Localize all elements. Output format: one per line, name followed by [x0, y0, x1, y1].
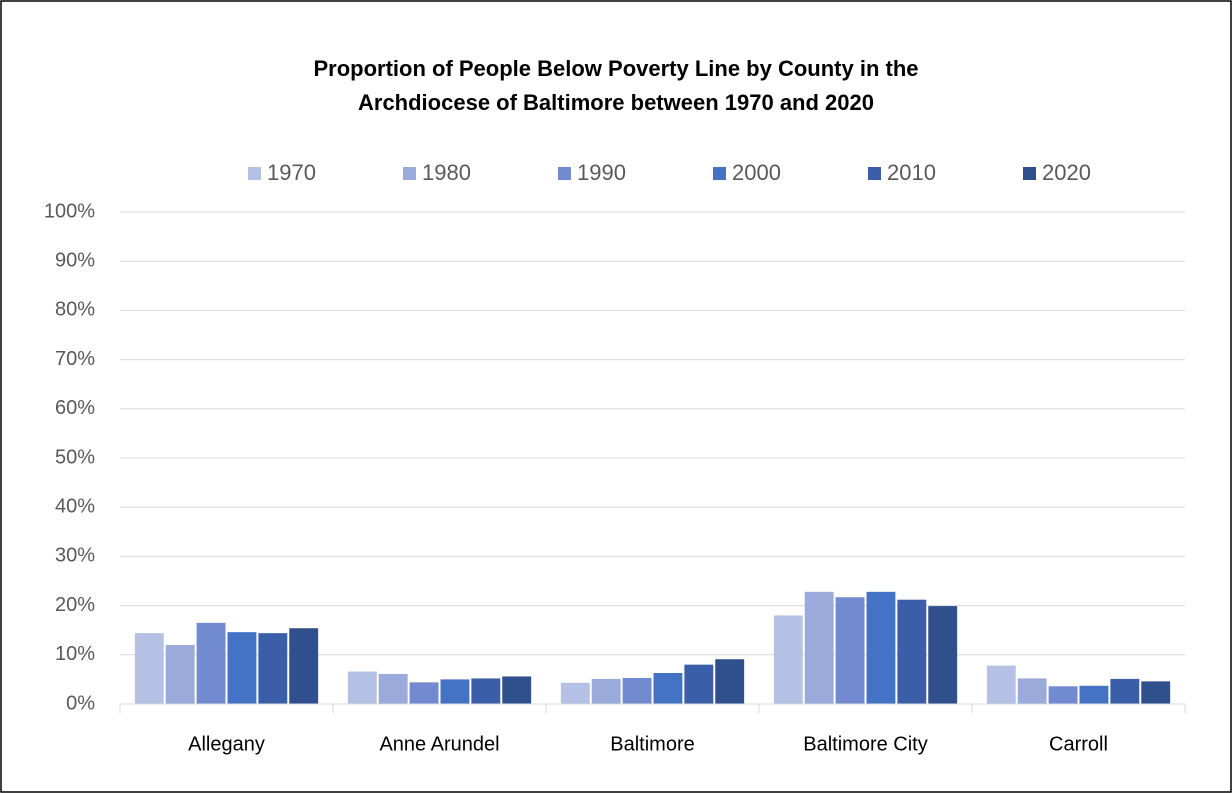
- bar: [928, 606, 958, 704]
- legend-label: 2000: [732, 160, 781, 185]
- y-tick-label: 70%: [55, 348, 95, 370]
- bar: [440, 679, 470, 704]
- bar: [258, 633, 288, 704]
- bar: [378, 673, 408, 704]
- bar: [347, 671, 377, 704]
- bar: [502, 676, 532, 704]
- y-tick-label: 100%: [44, 200, 95, 222]
- bar: [715, 659, 745, 704]
- legend-swatch: [868, 167, 881, 180]
- bar: [1110, 678, 1140, 704]
- y-tick-label: 40%: [55, 495, 95, 517]
- legend-swatch: [403, 167, 416, 180]
- bar: [986, 665, 1016, 704]
- bar: [866, 591, 896, 704]
- y-tick-label: 20%: [55, 594, 95, 616]
- legend-swatch: [1023, 167, 1036, 180]
- bar: [835, 597, 865, 704]
- y-tick-label: 90%: [55, 249, 95, 271]
- y-tick-label: 30%: [55, 545, 95, 567]
- bar: [653, 673, 683, 704]
- bar: [560, 682, 590, 704]
- legend-label: 2010: [887, 160, 936, 185]
- bar: [227, 632, 257, 704]
- bar: [773, 615, 803, 704]
- chart-title: Proportion of People Below Poverty Line …: [313, 56, 918, 81]
- y-tick-label: 0%: [66, 692, 95, 714]
- bar: [684, 664, 714, 704]
- y-tick-label: 60%: [55, 397, 95, 419]
- y-tick-label: 80%: [55, 299, 95, 321]
- x-tick-label: Baltimore City: [803, 733, 927, 755]
- bar: [897, 599, 927, 704]
- bar: [165, 644, 195, 704]
- x-tick-label: Allegany: [188, 733, 265, 755]
- legend-swatch: [248, 167, 261, 180]
- bar: [134, 633, 164, 704]
- chart-title: Archdiocese of Baltimore between 1970 an…: [358, 90, 874, 115]
- y-tick-label: 50%: [55, 446, 95, 468]
- x-tick-label: Carroll: [1049, 733, 1108, 755]
- legend-label: 1980: [422, 160, 471, 185]
- bar: [591, 678, 621, 704]
- bar: [1048, 686, 1078, 704]
- y-tick-label: 10%: [55, 643, 95, 665]
- legend-label: 1990: [577, 160, 626, 185]
- bar: [1017, 678, 1047, 704]
- bar: [622, 677, 652, 704]
- bar: [1079, 685, 1109, 704]
- bar: [196, 622, 226, 704]
- bar: [471, 678, 501, 704]
- legend-label: 1970: [267, 160, 316, 185]
- x-tick-label: Baltimore: [610, 733, 694, 755]
- bar: [1141, 681, 1171, 704]
- bar: [804, 591, 834, 704]
- legend-label: 2020: [1042, 160, 1091, 185]
- bar: [289, 628, 319, 704]
- bar: [409, 682, 439, 704]
- legend-swatch: [558, 167, 571, 180]
- legend-swatch: [713, 167, 726, 180]
- x-tick-label: Anne Arundel: [379, 733, 499, 755]
